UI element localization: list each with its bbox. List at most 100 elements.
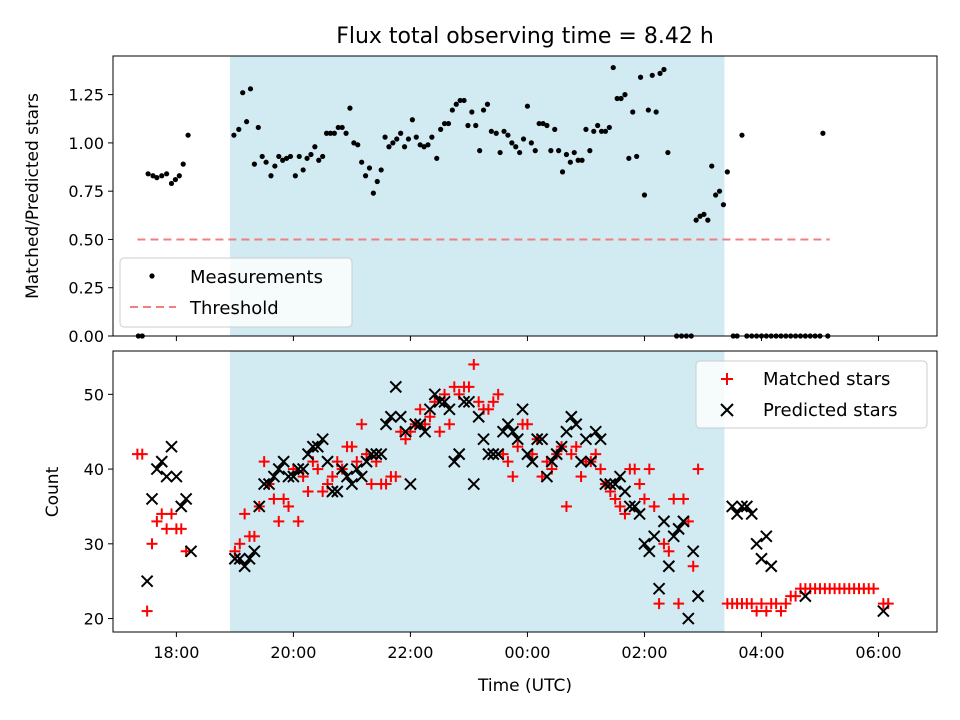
matched-point <box>356 418 368 430</box>
predicted-point <box>438 395 451 409</box>
predicted-point <box>560 425 573 438</box>
predicted-point <box>409 418 422 431</box>
matched-point <box>268 493 280 505</box>
measurement-point <box>343 130 349 136</box>
measurement-point <box>579 157 585 163</box>
measurement-point <box>405 136 412 142</box>
measurement-point <box>567 159 573 165</box>
matched-point <box>629 463 641 475</box>
predicted-point <box>175 500 188 513</box>
predicted-point <box>652 582 666 595</box>
measurement-point <box>287 153 294 160</box>
measurement-point <box>176 173 182 179</box>
matched-point <box>648 500 660 512</box>
predicted-point <box>584 455 598 468</box>
measurement-point <box>409 117 415 123</box>
matched-point <box>473 396 485 408</box>
matched-point <box>351 456 363 468</box>
predicted-point <box>379 418 393 431</box>
predicted-point <box>618 485 632 498</box>
measurement-point <box>697 213 703 219</box>
predicted-point <box>545 455 559 468</box>
predicted-point <box>448 455 461 468</box>
matched-point <box>400 433 412 445</box>
matched-point <box>634 478 646 490</box>
measurement-point <box>304 155 310 161</box>
top-y-tick-label: 1.25 <box>68 86 104 105</box>
measurement-point <box>331 130 337 136</box>
measurement-point <box>509 140 515 146</box>
matched-point <box>146 538 158 550</box>
measurement-point <box>300 167 306 173</box>
top-legend-box <box>119 257 353 328</box>
measurement-point <box>598 128 605 134</box>
x-tick-label: 00:00 <box>504 643 550 662</box>
measurement-point <box>505 132 511 138</box>
matched-point <box>414 403 426 415</box>
top-panel-frame <box>112 55 938 337</box>
top-y-tick-label: 0.75 <box>68 182 104 201</box>
measurement-point <box>528 140 534 146</box>
measurement-point <box>168 180 175 187</box>
predicted-point <box>604 477 617 491</box>
bottom-y-tick-label: 40 <box>84 460 104 479</box>
predicted-point <box>735 500 749 513</box>
measurement-point <box>438 126 444 132</box>
chart-title: Flux total observing time = 8.42 h <box>336 24 714 49</box>
measurement-point <box>453 101 459 107</box>
measurement-point <box>461 97 467 104</box>
matched-point <box>239 508 251 520</box>
predicted-point <box>165 440 178 453</box>
predicted-point <box>726 500 739 513</box>
predicted-point <box>257 477 271 491</box>
measurement-point <box>150 173 156 179</box>
measurement-point <box>351 140 357 146</box>
matched-point <box>658 538 670 550</box>
predicted-point <box>491 447 505 461</box>
predicted-point <box>360 455 373 468</box>
matched-point <box>780 598 792 610</box>
bottom-y-tick-label: 20 <box>84 610 104 629</box>
measurement-point <box>231 132 237 138</box>
matched-point <box>151 515 163 527</box>
matched-point <box>565 448 577 460</box>
matched-point <box>317 486 329 497</box>
predicted-point <box>370 447 383 461</box>
predicted-point <box>535 432 549 446</box>
measurement-point <box>445 120 452 127</box>
matched-point <box>638 493 650 505</box>
measurement-point <box>362 173 369 179</box>
measurement-point <box>645 107 651 113</box>
measurement-point <box>532 148 538 154</box>
predicted-point <box>301 447 315 461</box>
predicted-point <box>394 410 407 423</box>
measurement-point <box>421 144 427 150</box>
measurement-point <box>370 190 376 196</box>
predicted-point <box>740 500 754 513</box>
matched-point <box>283 500 295 512</box>
measurement-point <box>401 144 408 150</box>
matched-point <box>463 381 475 393</box>
measurement-point <box>548 148 554 154</box>
measurement-point <box>366 165 373 171</box>
predicted-point <box>530 432 544 446</box>
matched-point <box>755 598 767 610</box>
predicted-point <box>672 522 685 536</box>
matched-point <box>614 500 626 512</box>
matched-point <box>278 493 290 505</box>
matched-point <box>746 598 758 610</box>
measurement-point <box>575 157 581 163</box>
predicted-point <box>579 432 593 446</box>
top-y-tick-label: 1.00 <box>68 134 104 153</box>
matched-point <box>668 493 680 505</box>
measurement-point <box>243 119 250 125</box>
measurement-point <box>323 130 330 136</box>
predicted-point <box>296 462 310 476</box>
x-tick-label: 22:00 <box>387 643 433 662</box>
matched-point <box>424 411 436 423</box>
measurement-point <box>552 126 558 132</box>
measurement-point <box>606 124 612 131</box>
bottom-y-axis-label: Count <box>43 466 63 517</box>
predicted-point <box>677 515 690 528</box>
matched-point <box>365 478 377 490</box>
